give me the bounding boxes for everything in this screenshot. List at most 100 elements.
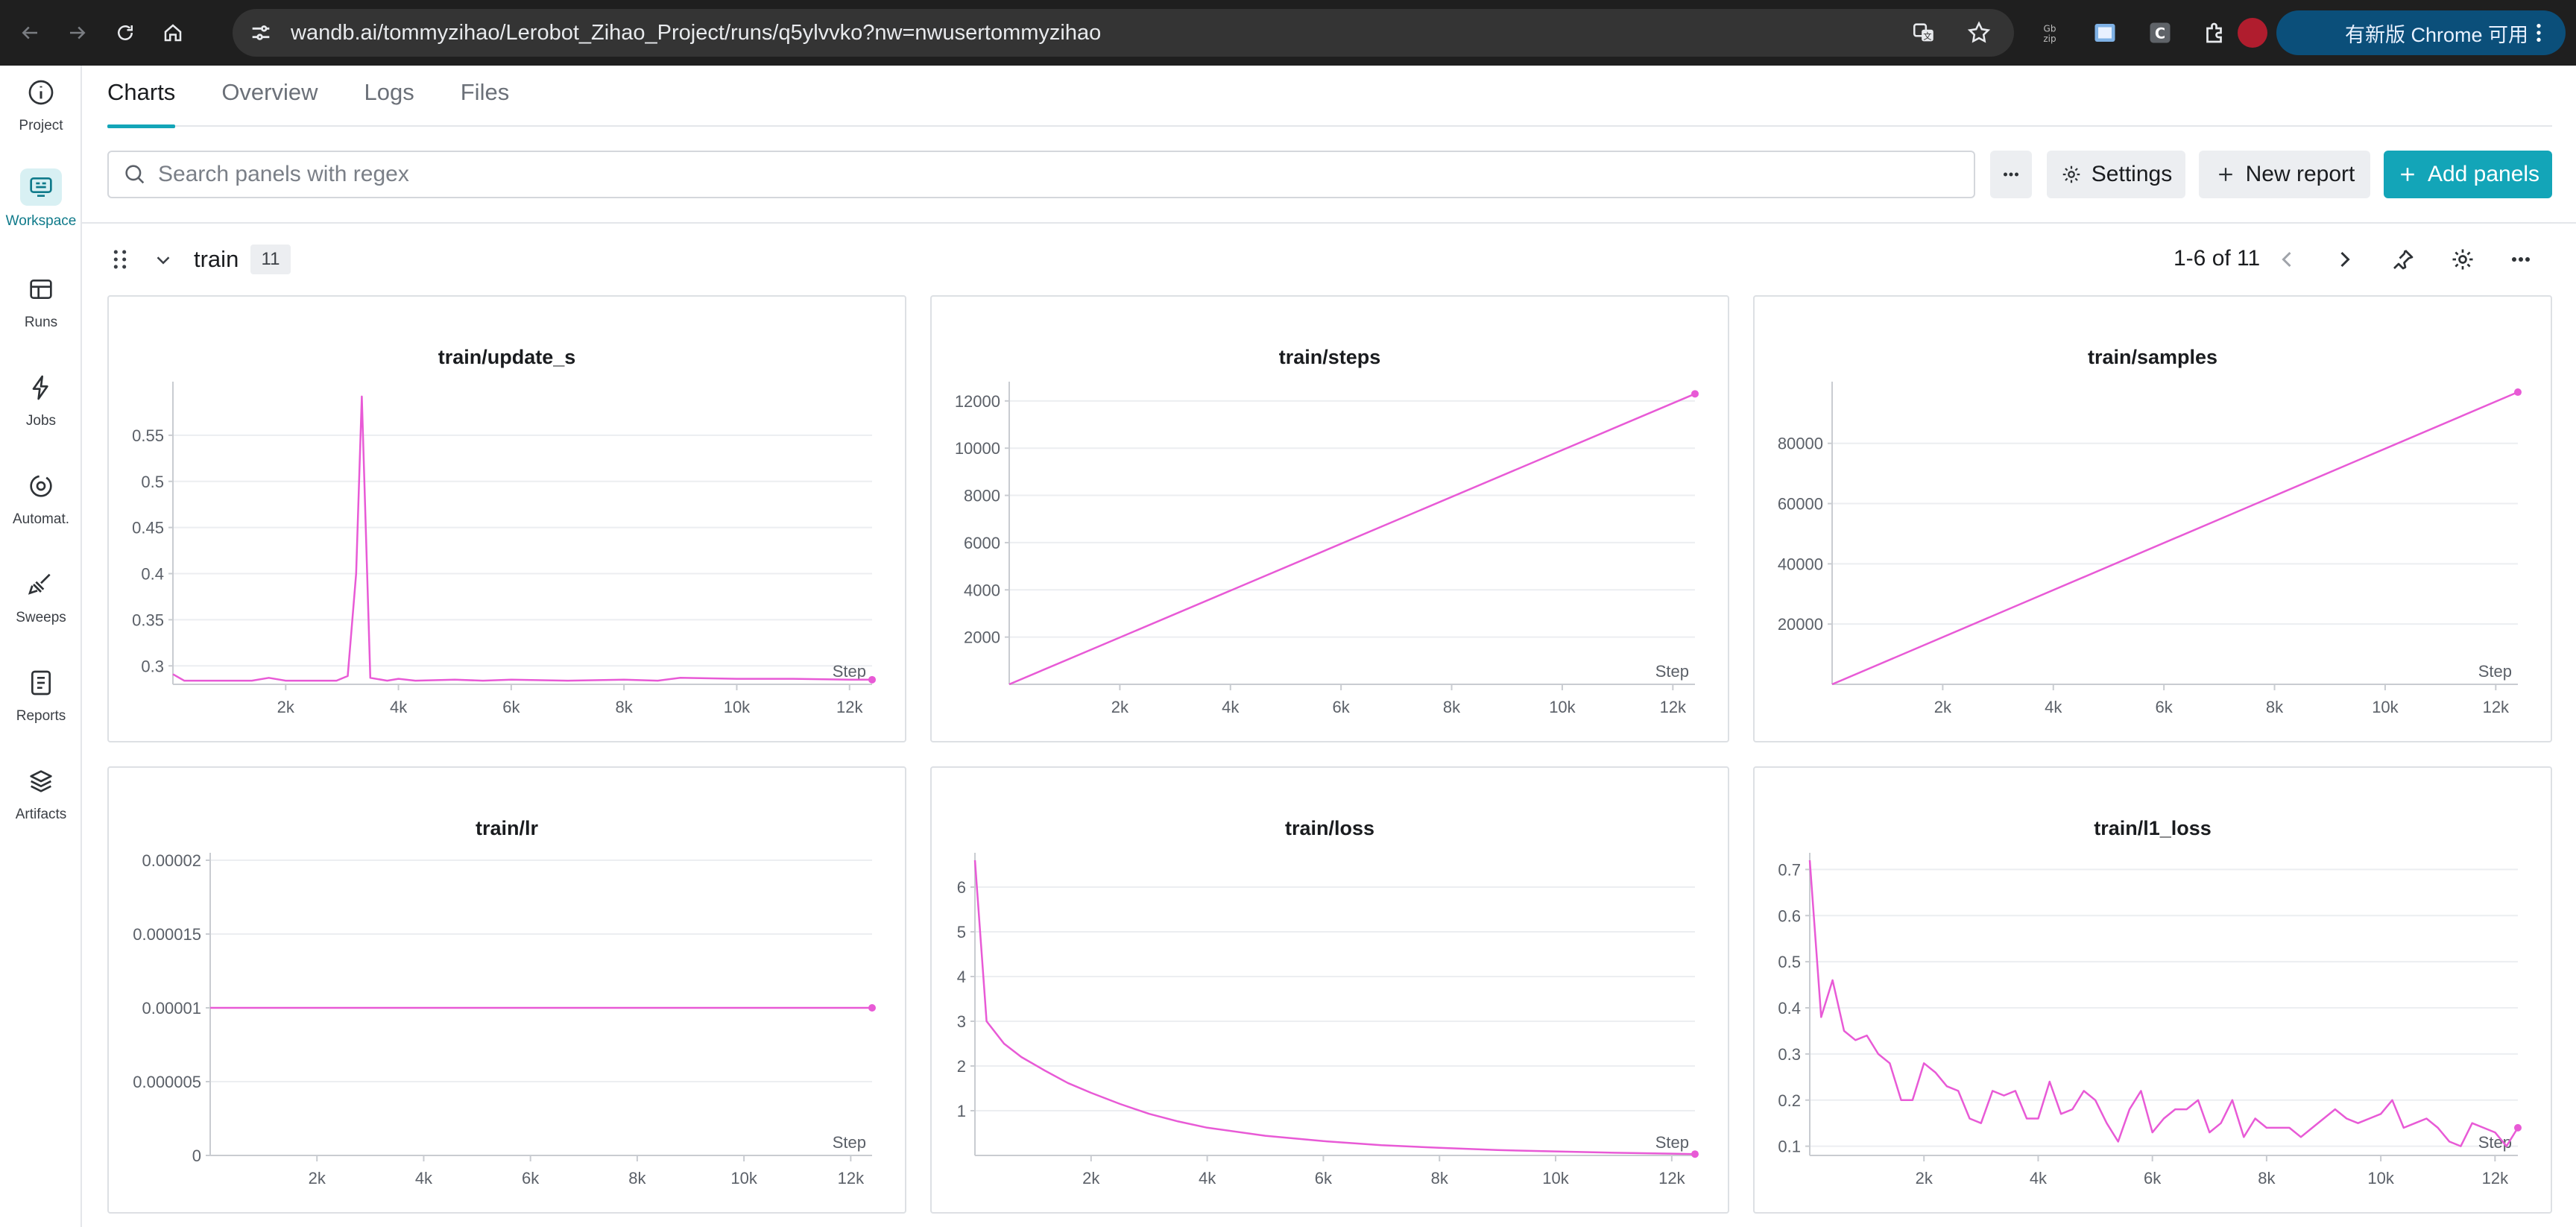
more-horizontal-icon[interactable] [2507,246,2534,273]
y-tick-label: 20000 [1778,615,1823,634]
translate-icon[interactable]: 文 [1911,20,1936,45]
section-title[interactable]: train [194,246,239,272]
series-end-point[interactable] [1691,1150,1699,1158]
y-tick-label: 6 [957,878,966,897]
rail-item-reports[interactable]: Reports [0,657,82,747]
chevron-left-icon[interactable] [2273,246,2300,273]
chevron-down-icon[interactable] [152,249,174,271]
series-line[interactable] [172,395,872,682]
x-tick-label: 8k [2258,1169,2276,1187]
series-line[interactable] [973,859,1696,1155]
series-line[interactable] [1831,391,2519,686]
drag-handle-icon[interactable] [107,246,133,273]
series-end-point[interactable] [868,1004,876,1012]
chrome-menu-icon[interactable] [2527,21,2551,45]
x-tick-label: 10k [1542,1169,1569,1187]
chart-steps: 2000 4000 6000 8000 10000 12000 2k 4k 6k 8k 10k 12k… [955,382,1699,716]
tab-logs[interactable]: Logs [364,79,414,105]
rail-item-jobs[interactable]: Jobs [0,362,82,452]
gear-icon[interactable] [2449,246,2476,273]
chart-panel-samples[interactable]: train/samples 20000 40000 60000 80000 2k 4k 6k… [1753,295,2552,742]
y-tick-label: 8000 [964,487,1000,505]
settings-label: Settings [2091,162,2173,186]
chart-loss: 1 2 3 4 5 6 2k 4k 6k 8k 10k 12k Step [957,853,1699,1187]
y-tick-label: 2 [957,1057,966,1076]
x-tick-label: 2k [1916,1169,1933,1187]
panel-search-box[interactable] [107,151,1975,198]
x-tick-label: 6k [2144,1169,2162,1187]
back-button[interactable] [12,15,48,51]
tab-files[interactable]: Files [460,79,510,105]
y-tick-label: 0.3 [1778,1045,1801,1064]
x-tick-label: 10k [2372,698,2399,716]
address-bar[interactable]: wandb.ai/tommyzihao/Lerobot_Zihao_Projec… [233,9,2014,57]
series-line[interactable] [1008,393,1696,686]
y-tick-label: 0.55 [132,426,164,445]
x-tick-label: 12k [838,1169,865,1187]
pin-icon[interactable] [2390,246,2416,273]
svg-text:zip: zip [2043,34,2056,44]
rail-item-sweeps[interactable]: Sweeps [0,559,82,649]
chart-panel-l1-loss[interactable]: train/l1_loss 0.1 0.2 0.3 0.4 0.5 0.6 0.7 2k 4k 6… [1753,766,2552,1214]
add-panels-button[interactable]: Add panels [2384,151,2552,198]
c-extension-icon[interactable]: C [2145,18,2175,48]
x-tick-label: 4k [1199,1169,1216,1187]
settings-button[interactable]: Settings [2047,151,2185,198]
x-tick-label: 4k [415,1169,433,1187]
chart-panel-lr[interactable]: train/lr 0 0.000005 0.00001 0.000015 0.00002… [107,766,906,1214]
section-count-badge: 11 [250,245,291,274]
rail-item-project[interactable]: Project [0,67,82,157]
series-end-point[interactable] [1691,390,1699,398]
x-tick-label: 10k [730,1169,757,1187]
reload-button[interactable] [107,15,143,51]
y-tick-label: 80000 [1778,435,1823,453]
rail-item-automations[interactable]: Automat. [0,461,82,550]
series-end-point[interactable] [2514,1123,2522,1132]
forward-button[interactable] [60,15,95,51]
rail-item-artifacts[interactable]: Artifacts [0,756,82,845]
y-tick-label: 4000 [964,581,1000,599]
new-report-button[interactable]: New report [2199,151,2370,198]
chevron-right-icon[interactable] [2332,246,2358,273]
series-line[interactable] [1808,859,2519,1147]
puzzle-extension-icon[interactable] [2200,18,2230,48]
site-info-icon[interactable] [246,18,276,48]
y-tick-label: 0.1 [1778,1138,1801,1156]
picture-extension-icon[interactable] [2090,18,2120,48]
info-icon [28,80,54,105]
chart-panel-loss[interactable]: train/loss 1 2 3 4 5 6 2k 4k 6k 8k 10k 12k Step [930,766,1729,1214]
home-icon [164,24,182,42]
layers-icon [30,770,52,792]
rail-item-workspace[interactable]: Workspace [0,164,82,253]
series-end-point[interactable] [2514,388,2522,397]
x-axis-label: Step [2478,1133,2512,1152]
star-icon[interactable] [1966,20,1992,45]
x-tick-label: 8k [616,698,634,716]
rail-item-runs[interactable]: Runs [0,264,82,353]
home-button[interactable] [155,15,191,51]
table-icon [30,280,52,299]
y-tick-label: 3 [957,1012,966,1031]
y-tick-label: 0.7 [1778,860,1801,879]
run-tabs: Charts Overview Logs Files [107,66,2552,128]
zip-extension-icon[interactable]: Gb zip [2035,18,2065,48]
x-axis-label: Step [2478,662,2512,681]
x-tick-label: 12k [2482,1169,2509,1187]
series-end-point[interactable] [868,675,876,684]
x-tick-label: 12k [1658,1169,1685,1187]
reload-icon [118,25,133,40]
tab-overview[interactable]: Overview [221,79,318,105]
chart-panel-update-s[interactable]: train/update_s 0.3 0.35 0.4 0.45 0.5 0.55 2k 4k… [107,295,906,742]
more-options-button[interactable] [1990,151,2032,198]
chart-panel-steps[interactable]: train/steps 2000 4000 6000 8000 10000 12000 2k… [930,295,1729,742]
url-text[interactable]: wandb.ai/tommyzihao/Lerobot_Zihao_Projec… [291,20,1102,45]
chrome-update-button[interactable]: 有新版 Chrome 可用 [2238,10,2566,55]
tab-charts[interactable]: Charts [107,66,176,128]
search-input[interactable] [158,162,1947,187]
profile-avatar[interactable] [2238,18,2267,48]
add-panels-label: Add panels [2427,162,2540,186]
chart-title: train/update_s [438,346,576,368]
y-tick-label: 0.5 [141,473,164,491]
y-tick-label: 0.2 [1778,1091,1801,1110]
x-tick-label: 2k [309,1169,326,1187]
